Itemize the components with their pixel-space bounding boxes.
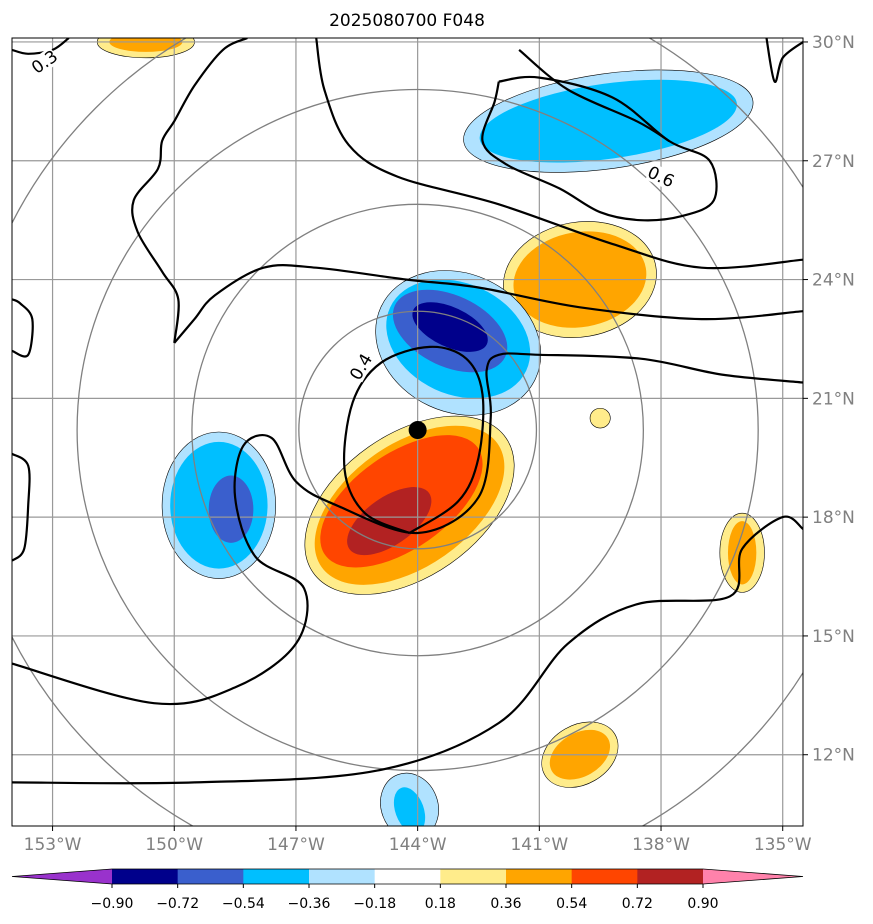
chart-title: 2025080700 F048 (329, 11, 485, 31)
x-tick-label: 141°W (510, 835, 568, 855)
colorbar-segment (309, 869, 376, 884)
colorbar: −0.90 −0.72 −0.54 −0.36 −0.18 0.18 0.36 0.54 0.7… (11, 868, 804, 912)
colorbar-tick-label: 0.36 (490, 896, 521, 912)
colorbar-segment (243, 869, 310, 884)
contour-line (173, 264, 803, 344)
x-tick-label: 153°W (24, 835, 82, 855)
x-tick-label: 138°W (632, 835, 690, 855)
colorbar-segment (112, 869, 179, 884)
shaded-region (208, 475, 254, 543)
contour-line (481, 75, 718, 222)
y-tick-label: 21°N (812, 389, 855, 409)
colorbar-segment (571, 869, 638, 884)
shaded-region (589, 407, 611, 429)
colorbar-segment (637, 869, 704, 884)
y-tick-label: 24°N (812, 271, 855, 291)
plot-area: 0.30.60.4 (12, 38, 803, 826)
colorbar-segment (440, 869, 507, 884)
colorbar-tick-label: −0.18 (353, 896, 396, 912)
contour-line (12, 452, 31, 562)
contour-label-bg (645, 162, 677, 191)
y-tick-label: 12°N (812, 746, 855, 766)
colorbar-tick-label: 0.90 (687, 896, 718, 912)
colorbar-segment (374, 869, 441, 884)
y-tick-label: 30°N (812, 33, 855, 53)
y-axis-ticks: 12°N 15°N 18°N 21°N 24°N 27°N 30°N (803, 33, 855, 766)
gridlines (12, 38, 803, 826)
contour-line (12, 298, 34, 358)
y-tick-label: 15°N (812, 627, 855, 647)
colorbar-extend-min (12, 869, 112, 884)
range-rings (12, 38, 803, 826)
x-tick-label: 144°W (389, 835, 447, 855)
y-tick-label: 27°N (812, 152, 855, 172)
colorbar-tick-label: −0.90 (91, 896, 134, 912)
shaded-anomaly-layer (96, 38, 765, 826)
contour-label-bg (28, 46, 61, 77)
colorbar-extend-max (703, 869, 803, 884)
plot-frame (11, 37, 804, 827)
range-ring (191, 203, 644, 657)
y-tick-label: 18°N (812, 508, 855, 528)
colorbar-tick-label: −0.54 (222, 896, 265, 912)
contour-lines (12, 38, 803, 785)
colorbar-tick-label: 0.54 (556, 896, 587, 912)
contour-label-bg (346, 350, 376, 383)
contour-line (315, 38, 803, 270)
storm-center-marker (408, 421, 427, 440)
x-axis-ticks: 153°W 150°W 147°W 144°W 141°W 138°W 135°W (24, 826, 812, 855)
colorbar-tick-label: −0.72 (156, 896, 199, 912)
colorbar-segment (506, 869, 573, 884)
contour-line (131, 38, 248, 344)
contour-line (343, 345, 485, 535)
x-tick-label: 150°W (145, 835, 203, 855)
range-ring (298, 310, 538, 550)
shaded-region (412, 302, 488, 352)
colorbar-tick-label: −0.36 (288, 896, 331, 912)
x-tick-label: 147°W (267, 835, 325, 855)
colorbar-tick-label: 0.72 (622, 896, 653, 912)
colorbar-segment (177, 869, 244, 884)
x-tick-label: 135°W (754, 835, 812, 855)
contour-line (12, 515, 803, 785)
range-ring (76, 88, 759, 772)
contour-line (12, 38, 70, 55)
shaded-region (727, 521, 757, 585)
contour-line (12, 352, 803, 706)
contour-line (765, 38, 803, 83)
contour-line (518, 49, 670, 142)
colorbar-tick-label: 0.18 (425, 896, 456, 912)
